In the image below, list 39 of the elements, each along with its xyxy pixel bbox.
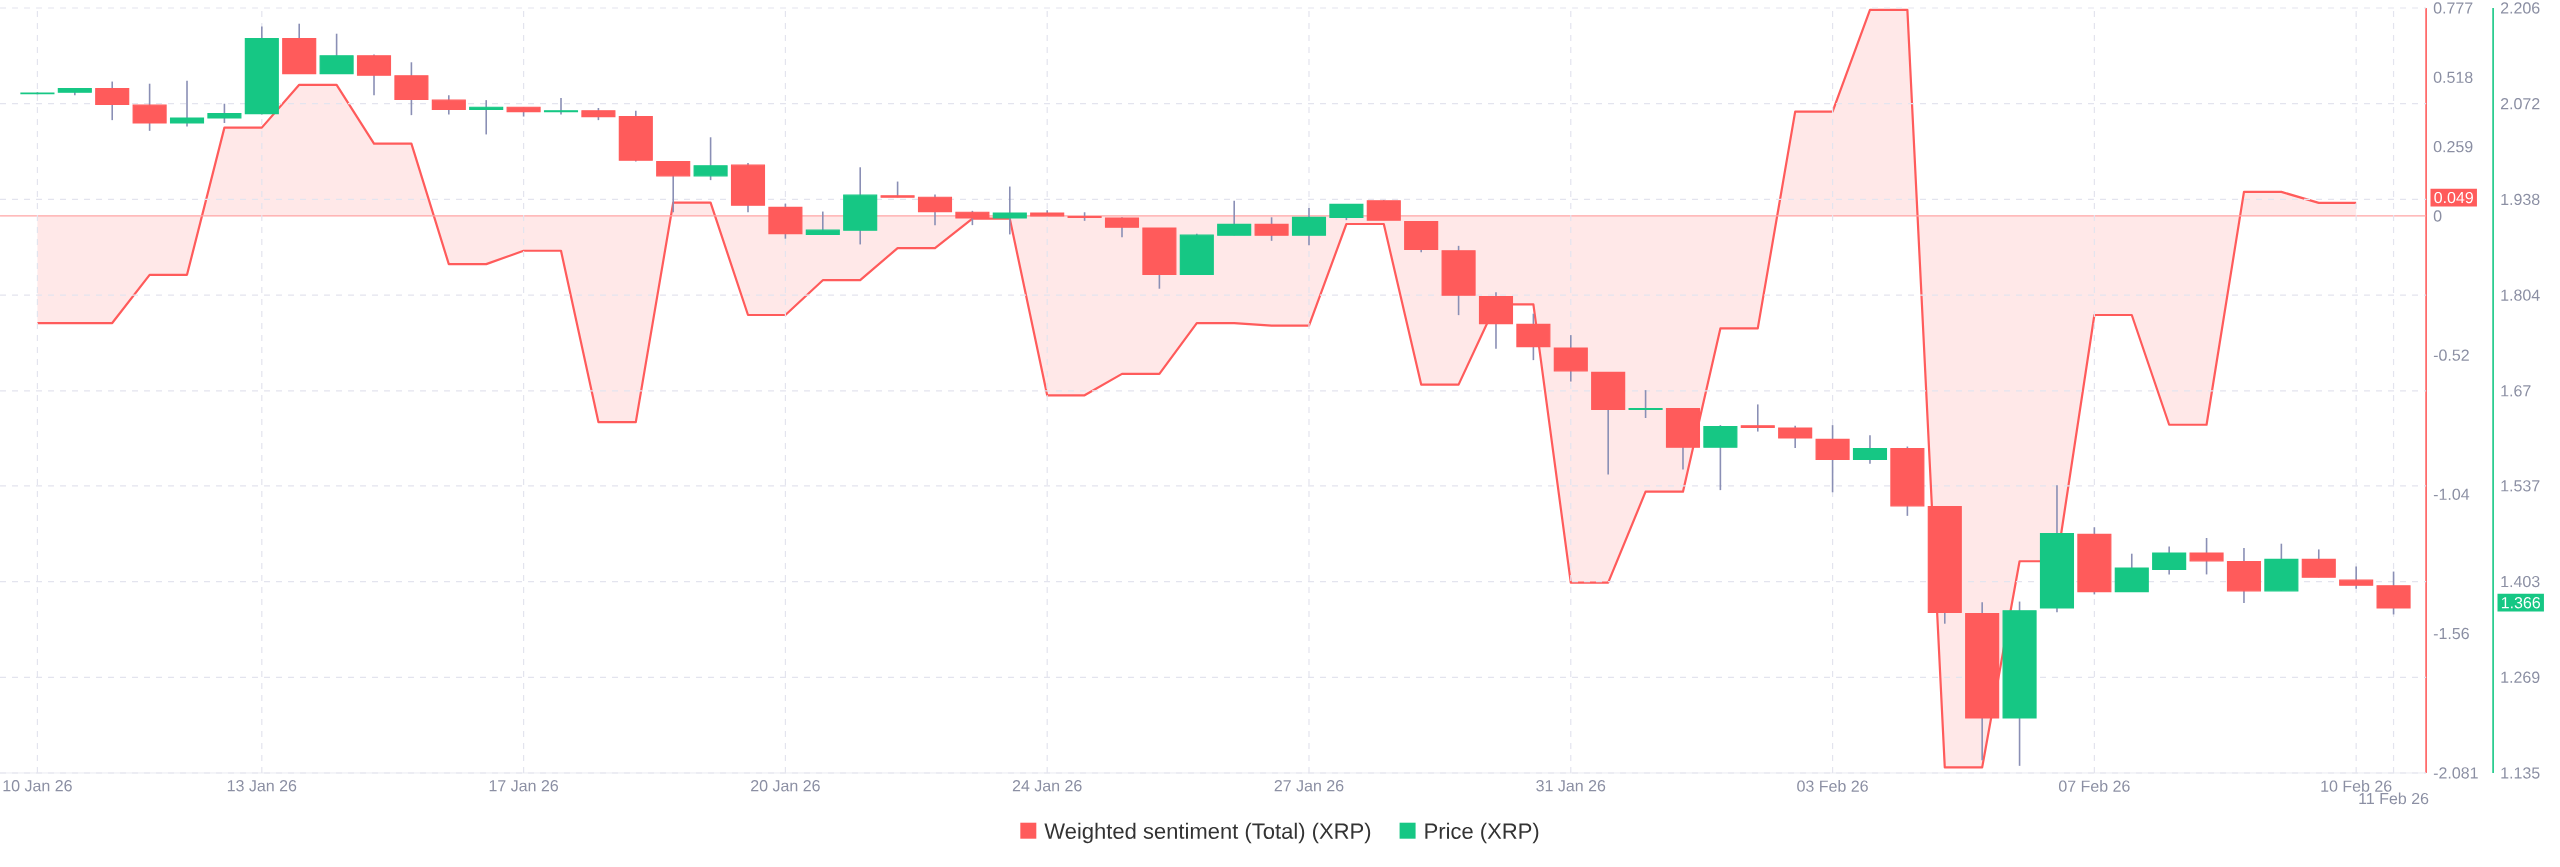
text: 1.366 bbox=[2501, 597, 2541, 609]
y-tick-label: 1.135 bbox=[2501, 767, 2540, 779]
candlestick bbox=[469, 99, 504, 136]
y-tick-label: 2.206 bbox=[2500, 2, 2540, 14]
y2-tick-label: -1.56 bbox=[2433, 627, 2469, 640]
x-tick-label: 03 Feb 26 bbox=[1797, 780, 1868, 792]
x-tick-label: 13 Jan 26 bbox=[227, 780, 297, 792]
y-tick-label: 2.072 bbox=[2500, 98, 2540, 110]
y-tick-label: 1.537 bbox=[2501, 480, 2540, 492]
candlestick bbox=[992, 185, 1027, 236]
candlestick bbox=[1740, 403, 1775, 433]
x-tick-label: 07 Feb 26 bbox=[2058, 780, 2130, 792]
y2-tick-label: 0.518 bbox=[2433, 71, 2473, 83]
y2-tick-label: 0.777 bbox=[2433, 2, 2473, 14]
x-tick-label: 10 Feb 26 bbox=[2321, 780, 2392, 792]
y2-tick-label: -0.52 bbox=[2433, 349, 2469, 361]
legend-label: Price (XRP) bbox=[1425, 822, 1539, 844]
y2-tick-label: -1.04 bbox=[2433, 488, 2470, 501]
candlestick bbox=[207, 102, 242, 124]
y-tick-label: 1.403 bbox=[2501, 575, 2540, 588]
y-tick-label: 1.938 bbox=[2501, 193, 2540, 206]
legend-label: Weighted sentiment (Total) (XRP) bbox=[1044, 822, 1371, 844]
y-tick-label: 1.804 bbox=[2501, 289, 2540, 301]
x-tick-label: 27 Jan 26 bbox=[1274, 780, 1344, 792]
y2-tick-label: 0 bbox=[2433, 210, 2442, 222]
x-tick-label: 10 Jan 26 bbox=[3, 780, 72, 792]
x-tick-label: 24 Jan 26 bbox=[1012, 780, 1082, 792]
candlestick bbox=[1628, 389, 1663, 419]
y-tick-label: 1.67 bbox=[2501, 385, 2531, 397]
candlestick bbox=[169, 80, 205, 128]
x-tick-label: 17 Jan 26 bbox=[489, 780, 559, 792]
x-tick-label: 11 Feb 26 bbox=[2359, 792, 2429, 805]
x-tick-label: 31 Jan 26 bbox=[1536, 780, 1606, 792]
text: 0.049 bbox=[2434, 191, 2473, 204]
candlestick bbox=[543, 97, 579, 116]
y-tick-label: 1.269 bbox=[2501, 671, 2540, 683]
x-tick-label: 20 Jan 26 bbox=[751, 780, 820, 792]
y2-tick-label: -2.081 bbox=[2433, 767, 2478, 779]
y2-tick-label: 0.259 bbox=[2433, 140, 2473, 153]
